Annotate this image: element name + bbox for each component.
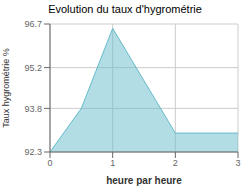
svg-text:95.2: 95.2 <box>24 63 42 73</box>
svg-text:1: 1 <box>110 158 115 168</box>
svg-text:0: 0 <box>47 158 52 168</box>
svg-text:heure par heure: heure par heure <box>106 175 182 186</box>
svg-text:92.3: 92.3 <box>24 147 42 157</box>
svg-text:2: 2 <box>173 158 178 168</box>
svg-text:Taux hygrométrie %: Taux hygrométrie % <box>1 48 11 128</box>
html-text:Evolution du taux d'hygrométri: Evolution du taux d'hygrométrie <box>48 3 202 15</box>
svg-text:93.8: 93.8 <box>24 104 42 114</box>
svg-text:96.7: 96.7 <box>24 19 42 29</box>
svg-text:3: 3 <box>235 158 240 168</box>
